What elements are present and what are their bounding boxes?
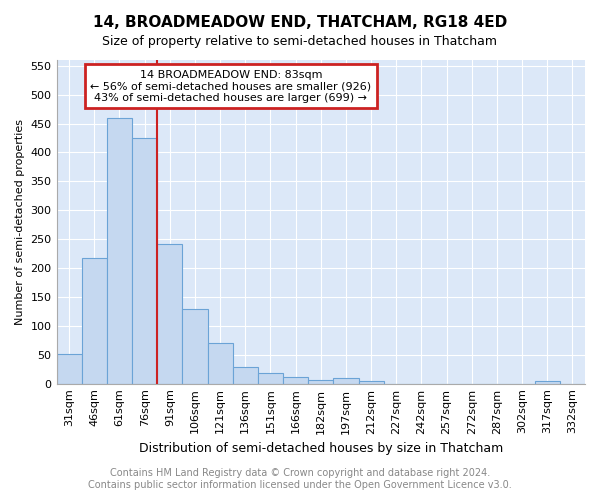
Bar xyxy=(535,381,560,384)
Bar xyxy=(233,368,258,384)
Bar xyxy=(208,343,233,384)
Text: 14 BROADMEADOW END: 83sqm
← 56% of semi-detached houses are smaller (926)
43% of: 14 BROADMEADOW END: 83sqm ← 56% of semi-… xyxy=(91,70,371,103)
Bar xyxy=(334,378,359,384)
X-axis label: Distribution of semi-detached houses by size in Thatcham: Distribution of semi-detached houses by … xyxy=(139,442,503,455)
Text: Size of property relative to semi-detached houses in Thatcham: Size of property relative to semi-detach… xyxy=(103,35,497,48)
Text: Contains HM Land Registry data © Crown copyright and database right 2024.
Contai: Contains HM Land Registry data © Crown c… xyxy=(88,468,512,490)
Bar xyxy=(308,380,334,384)
Bar xyxy=(107,118,132,384)
Bar xyxy=(359,382,383,384)
Bar xyxy=(283,378,308,384)
Bar xyxy=(82,258,107,384)
Bar xyxy=(56,354,82,384)
Bar xyxy=(132,138,157,384)
Bar xyxy=(157,244,182,384)
Bar xyxy=(182,308,208,384)
Y-axis label: Number of semi-detached properties: Number of semi-detached properties xyxy=(15,119,25,325)
Text: 14, BROADMEADOW END, THATCHAM, RG18 4ED: 14, BROADMEADOW END, THATCHAM, RG18 4ED xyxy=(93,15,507,30)
Bar xyxy=(258,374,283,384)
